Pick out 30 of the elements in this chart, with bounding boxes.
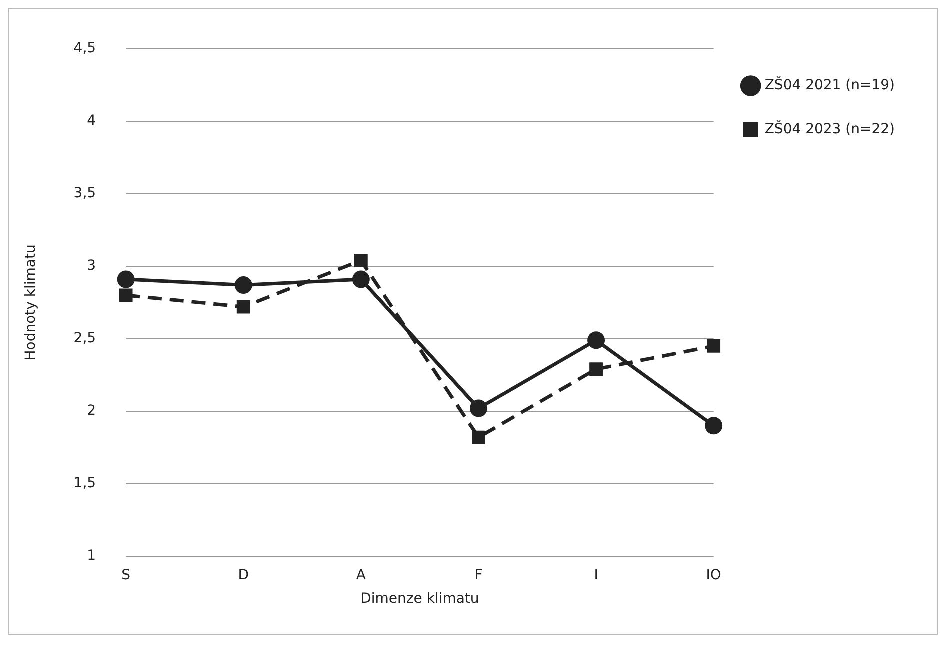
point bbox=[705, 417, 723, 435]
point bbox=[352, 270, 370, 288]
point bbox=[354, 254, 368, 268]
legend-label: ZŠ04 2023 (n=22) bbox=[764, 120, 896, 138]
legend-label: ZŠ04 2021 (n=19) bbox=[764, 76, 896, 94]
point bbox=[590, 362, 603, 376]
point bbox=[707, 339, 721, 353]
y-tick-label: 4,5 bbox=[74, 40, 96, 57]
point bbox=[470, 400, 488, 418]
x-axis-title: Dimenze klimatu bbox=[360, 591, 480, 608]
y-tick-label: 1 bbox=[87, 548, 96, 564]
point bbox=[236, 300, 250, 314]
y-tick-label: 3 bbox=[87, 258, 96, 274]
x-tick-label: A bbox=[356, 567, 366, 584]
y-axis-title: Hodnoty klimatu bbox=[23, 244, 40, 361]
y-tick-label: 4 bbox=[87, 113, 96, 130]
point bbox=[119, 288, 133, 302]
y-tick-label: 2,5 bbox=[74, 330, 96, 347]
point bbox=[234, 276, 252, 294]
x-tick-label: D bbox=[238, 567, 250, 584]
x-tick-label: F bbox=[474, 567, 483, 584]
point bbox=[588, 332, 606, 350]
point bbox=[472, 430, 486, 444]
y-tick-label: 2 bbox=[87, 403, 96, 420]
point bbox=[117, 270, 135, 288]
x-tick-label: IO bbox=[706, 567, 722, 584]
y-tick-label: 1,5 bbox=[74, 476, 96, 492]
x-tick-label: I bbox=[594, 567, 598, 584]
x-tick-label: S bbox=[122, 567, 131, 584]
y-tick-label: 3,5 bbox=[74, 186, 96, 202]
